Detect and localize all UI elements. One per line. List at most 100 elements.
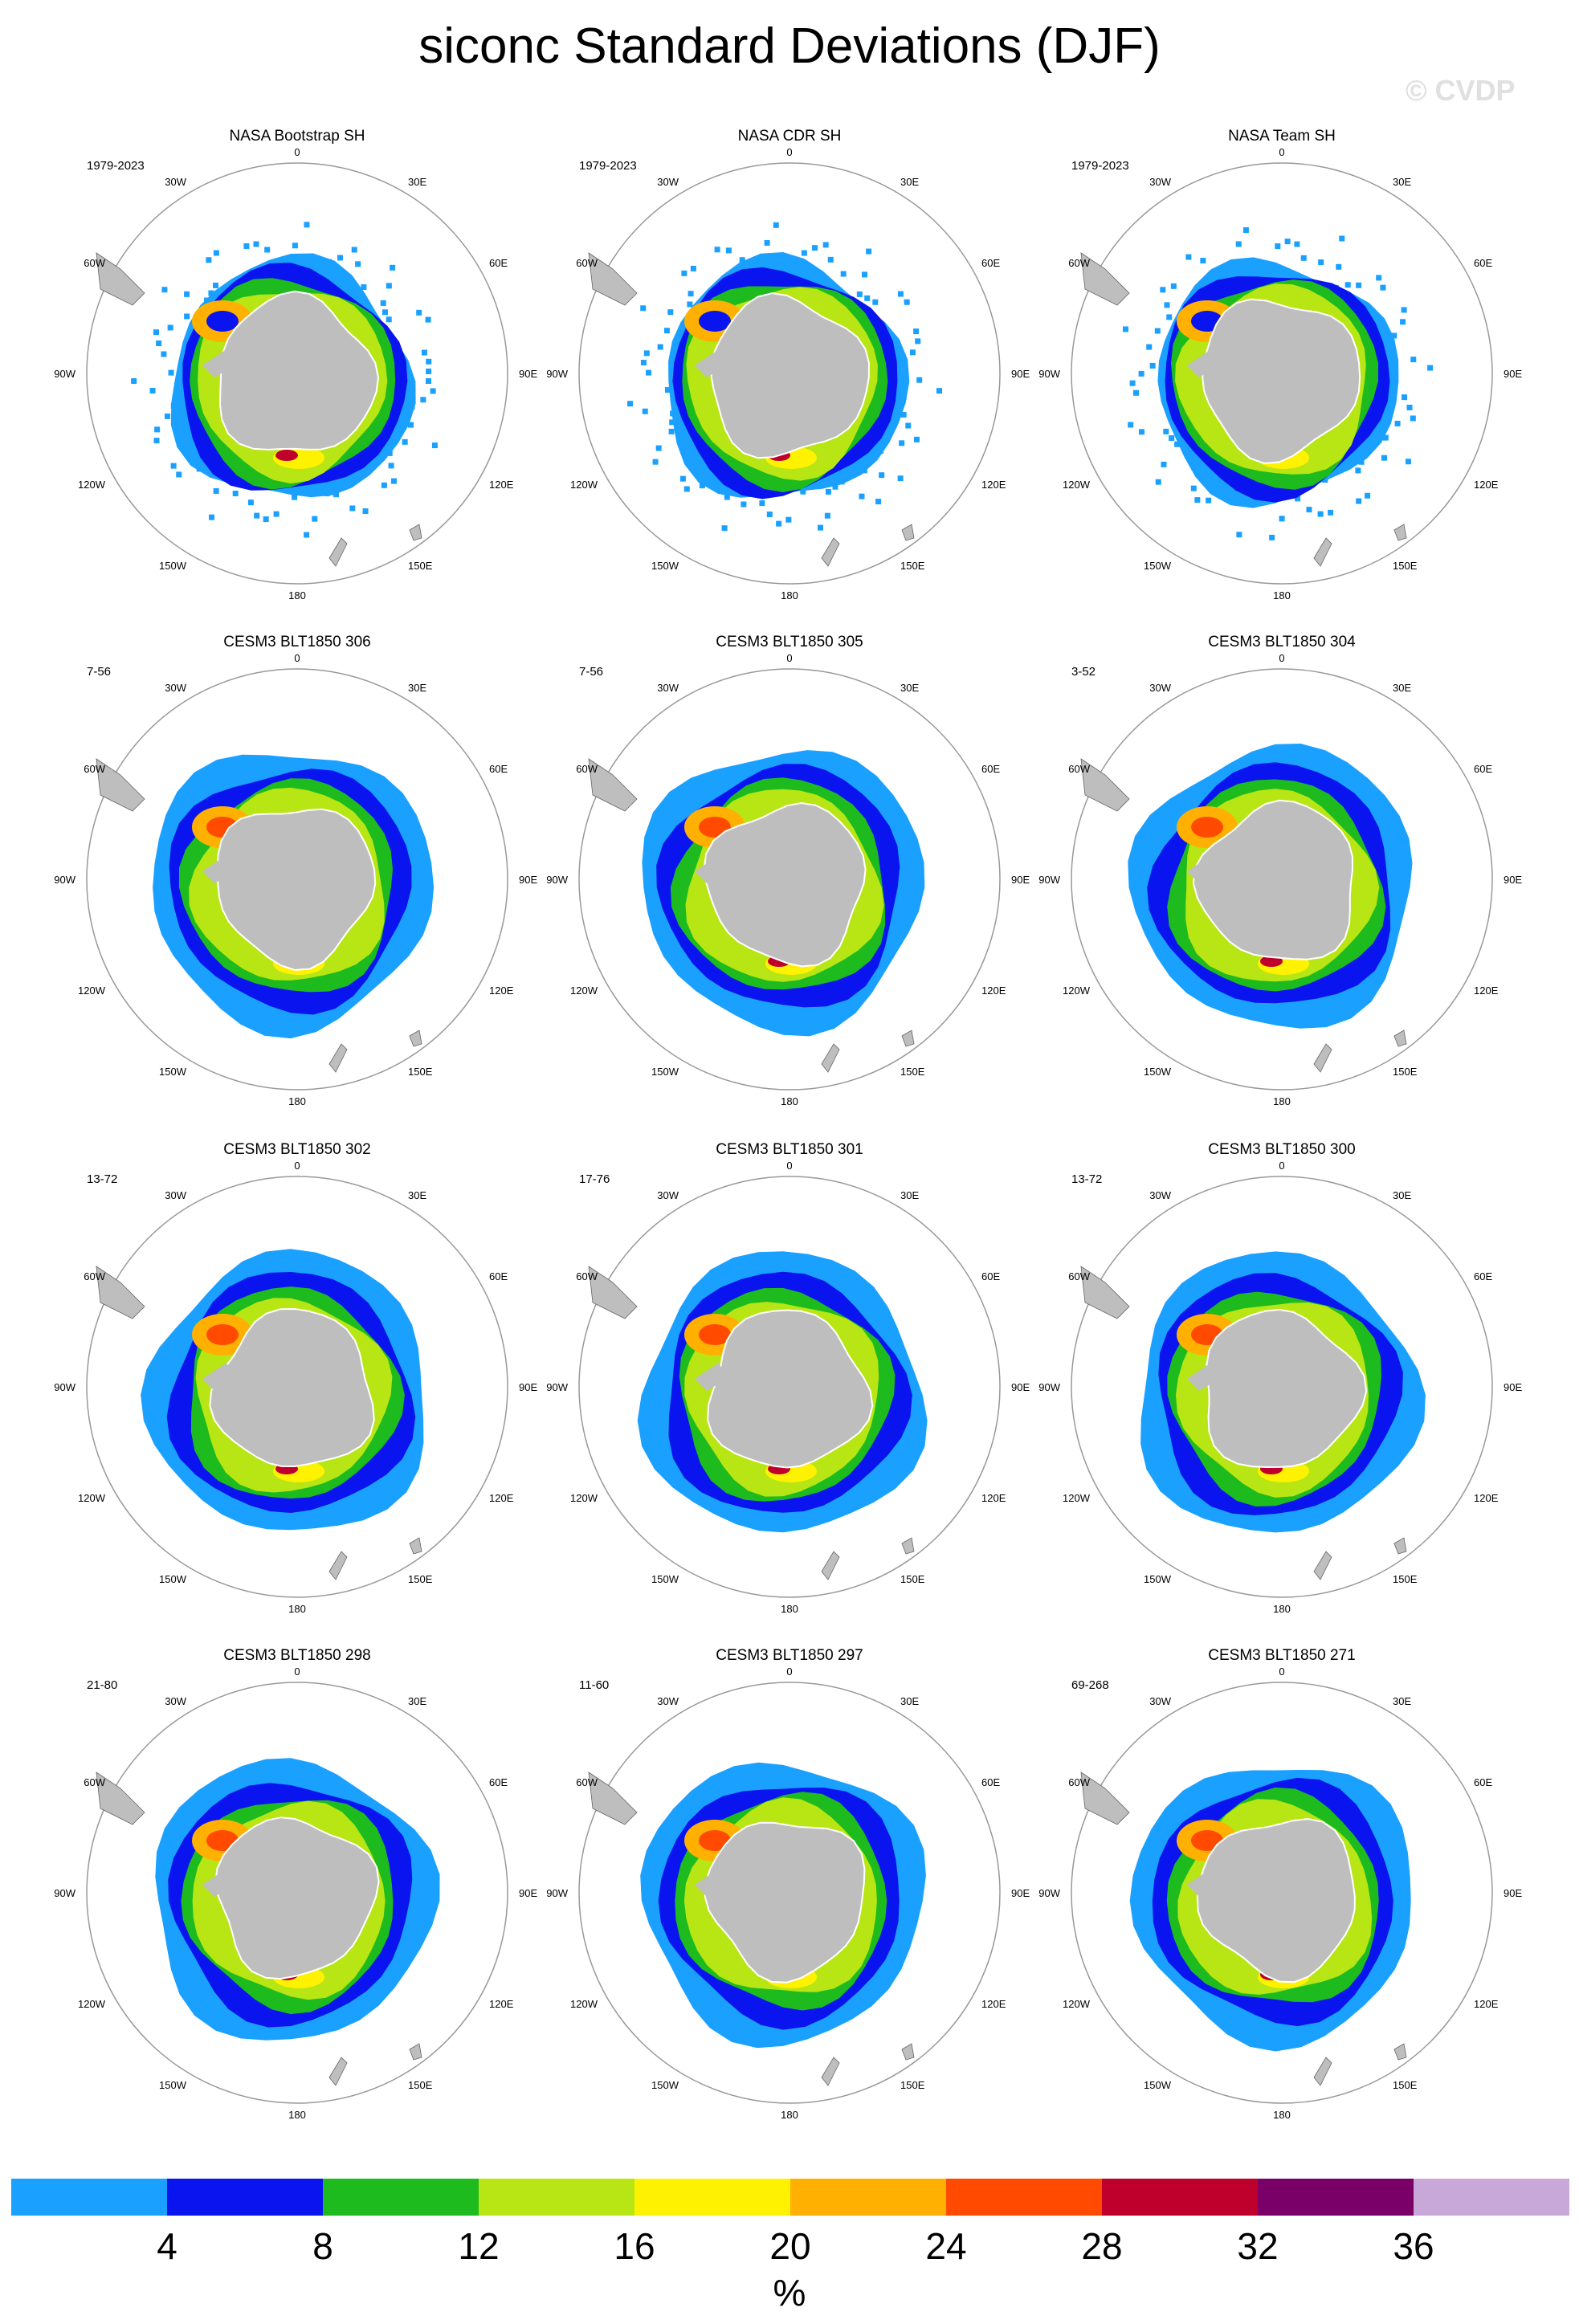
longitude-label: 0: [1279, 1160, 1284, 1172]
longitude-label: 120E: [981, 479, 1006, 491]
new-zealand: [821, 1551, 840, 1580]
map-panel: CESM3 BLT1850 271 69-268 0 30E 60E 90E 120E 150…: [1038, 1647, 1522, 2121]
longitude-label: 30E: [408, 682, 426, 694]
ice-speckle: [1427, 365, 1434, 371]
ice-speckle: [390, 264, 396, 271]
ice-speckle: [247, 499, 254, 506]
ice-speckle: [386, 316, 392, 323]
longitude-label: 0: [786, 1160, 792, 1172]
ice-speckle: [1206, 497, 1212, 504]
south-america-tip: [588, 1772, 638, 1825]
ice-speckle: [913, 436, 920, 442]
ice-speckle: [420, 397, 426, 403]
ice-speckle: [153, 329, 159, 336]
panel-years: 3-52: [1071, 665, 1096, 679]
ice-speckle: [1170, 283, 1177, 289]
ice-speckle: [825, 488, 831, 495]
ice-speckle: [312, 516, 318, 522]
longitude-label: 120W: [570, 1492, 598, 1504]
ice-speckle: [1356, 498, 1362, 504]
ice-speckle: [827, 256, 834, 263]
ice-speckle: [1381, 455, 1387, 461]
longitude-label: 0: [786, 652, 792, 664]
ice-speckle: [759, 500, 765, 507]
tasmania: [1393, 524, 1407, 541]
ice-speckle: [264, 247, 271, 253]
ice-speckle: [1174, 441, 1181, 447]
ice-speckle: [337, 255, 344, 261]
tasmania: [409, 1029, 422, 1047]
ice-speckle: [1154, 328, 1161, 334]
south-america-tip: [96, 1772, 145, 1825]
longitude-label: 30E: [408, 176, 426, 188]
ice-speckle: [1284, 239, 1291, 245]
ice-speckle: [687, 291, 694, 297]
south-america-tip: [96, 1266, 145, 1319]
longitude-label: 60W: [84, 1270, 105, 1282]
ice-speckle: [184, 291, 190, 297]
antarctic-peninsula: [1187, 349, 1219, 377]
longitude-label: 30E: [1393, 1189, 1411, 1201]
ice-speckle: [913, 328, 920, 335]
south-america-tip: [1080, 758, 1130, 812]
longitude-label: 0: [1279, 1666, 1284, 1678]
south-america-tip: [96, 758, 145, 812]
ice-speckle: [1328, 509, 1334, 516]
ice-speckle: [426, 368, 432, 374]
longitude-label: 0: [786, 1666, 792, 1678]
map-panel: CESM3 BLT1850 305 7-56 0 30E 60E 90E 120E 150E 1…: [546, 634, 1030, 1107]
longitude-label: 180: [288, 1603, 306, 1615]
antarctic-peninsula: [202, 855, 235, 883]
new-zealand: [1313, 1551, 1332, 1580]
new-zealand: [821, 1043, 840, 1073]
longitude-label: 180: [288, 589, 306, 601]
colorbar-segment: [1258, 2179, 1414, 2216]
longitude-label: 120E: [981, 985, 1006, 997]
south-america-tip: [588, 1266, 638, 1319]
longitude-label: 60E: [1474, 1776, 1492, 1788]
longitude-label: 120W: [78, 479, 106, 491]
ice-speckle: [664, 387, 671, 393]
ice-speckle: [208, 290, 214, 296]
antarctica-land: [216, 808, 377, 971]
longitude-label: 30E: [408, 1189, 426, 1201]
colorbar-tick-label: 4: [157, 2225, 177, 2267]
longitude-label: 150W: [159, 560, 187, 572]
new-zealand: [1313, 2057, 1332, 2086]
longitude-label: 90E: [519, 1887, 537, 1899]
map-panel: CESM3 BLT1850 297 11-60 0 30E 60E 90E 120E 150E…: [546, 1647, 1030, 2121]
longitude-label: 120E: [489, 1492, 514, 1504]
ice-speckle: [1269, 534, 1275, 540]
ice-speckle: [1166, 314, 1173, 320]
longitude-label: 30W: [657, 176, 679, 188]
ice-speckle: [681, 270, 687, 276]
ice-speckle: [776, 520, 782, 527]
longitude-label: 30W: [165, 1695, 186, 1707]
ice-speckle: [292, 243, 298, 249]
longitude-label: 90E: [1504, 874, 1522, 886]
longitude-label: 60E: [489, 763, 508, 775]
ice-speckle: [1401, 307, 1407, 313]
ice-speckle: [1410, 415, 1416, 422]
ice-speckle: [773, 222, 779, 228]
ice-speckle: [1161, 461, 1167, 467]
colorbar-segment: [1414, 2179, 1569, 2216]
longitude-label: 90W: [54, 368, 75, 380]
ice-speckle: [1122, 326, 1128, 332]
longitude-label: 90W: [1038, 1381, 1060, 1393]
ice-speckle: [170, 463, 177, 469]
ice-speckle: [390, 478, 397, 484]
ice-speckle: [349, 505, 356, 512]
antarctic-peninsula: [1187, 855, 1219, 883]
ice-speckle: [167, 324, 173, 331]
ice-speckle: [668, 428, 675, 434]
map-panel: CESM3 BLT1850 300 13-72 0 30E 60E 90E 120E 150E…: [1038, 1141, 1522, 1615]
ice-speckle: [1376, 275, 1382, 281]
ice-speckle: [904, 299, 910, 305]
ice-speckle: [273, 511, 279, 517]
longitude-label: 120E: [489, 479, 514, 491]
longitude-label: 0: [786, 146, 792, 158]
panel-years: 11-60: [579, 1678, 609, 1692]
ice-speckle: [1160, 287, 1166, 293]
ice-speckle: [1138, 429, 1144, 435]
